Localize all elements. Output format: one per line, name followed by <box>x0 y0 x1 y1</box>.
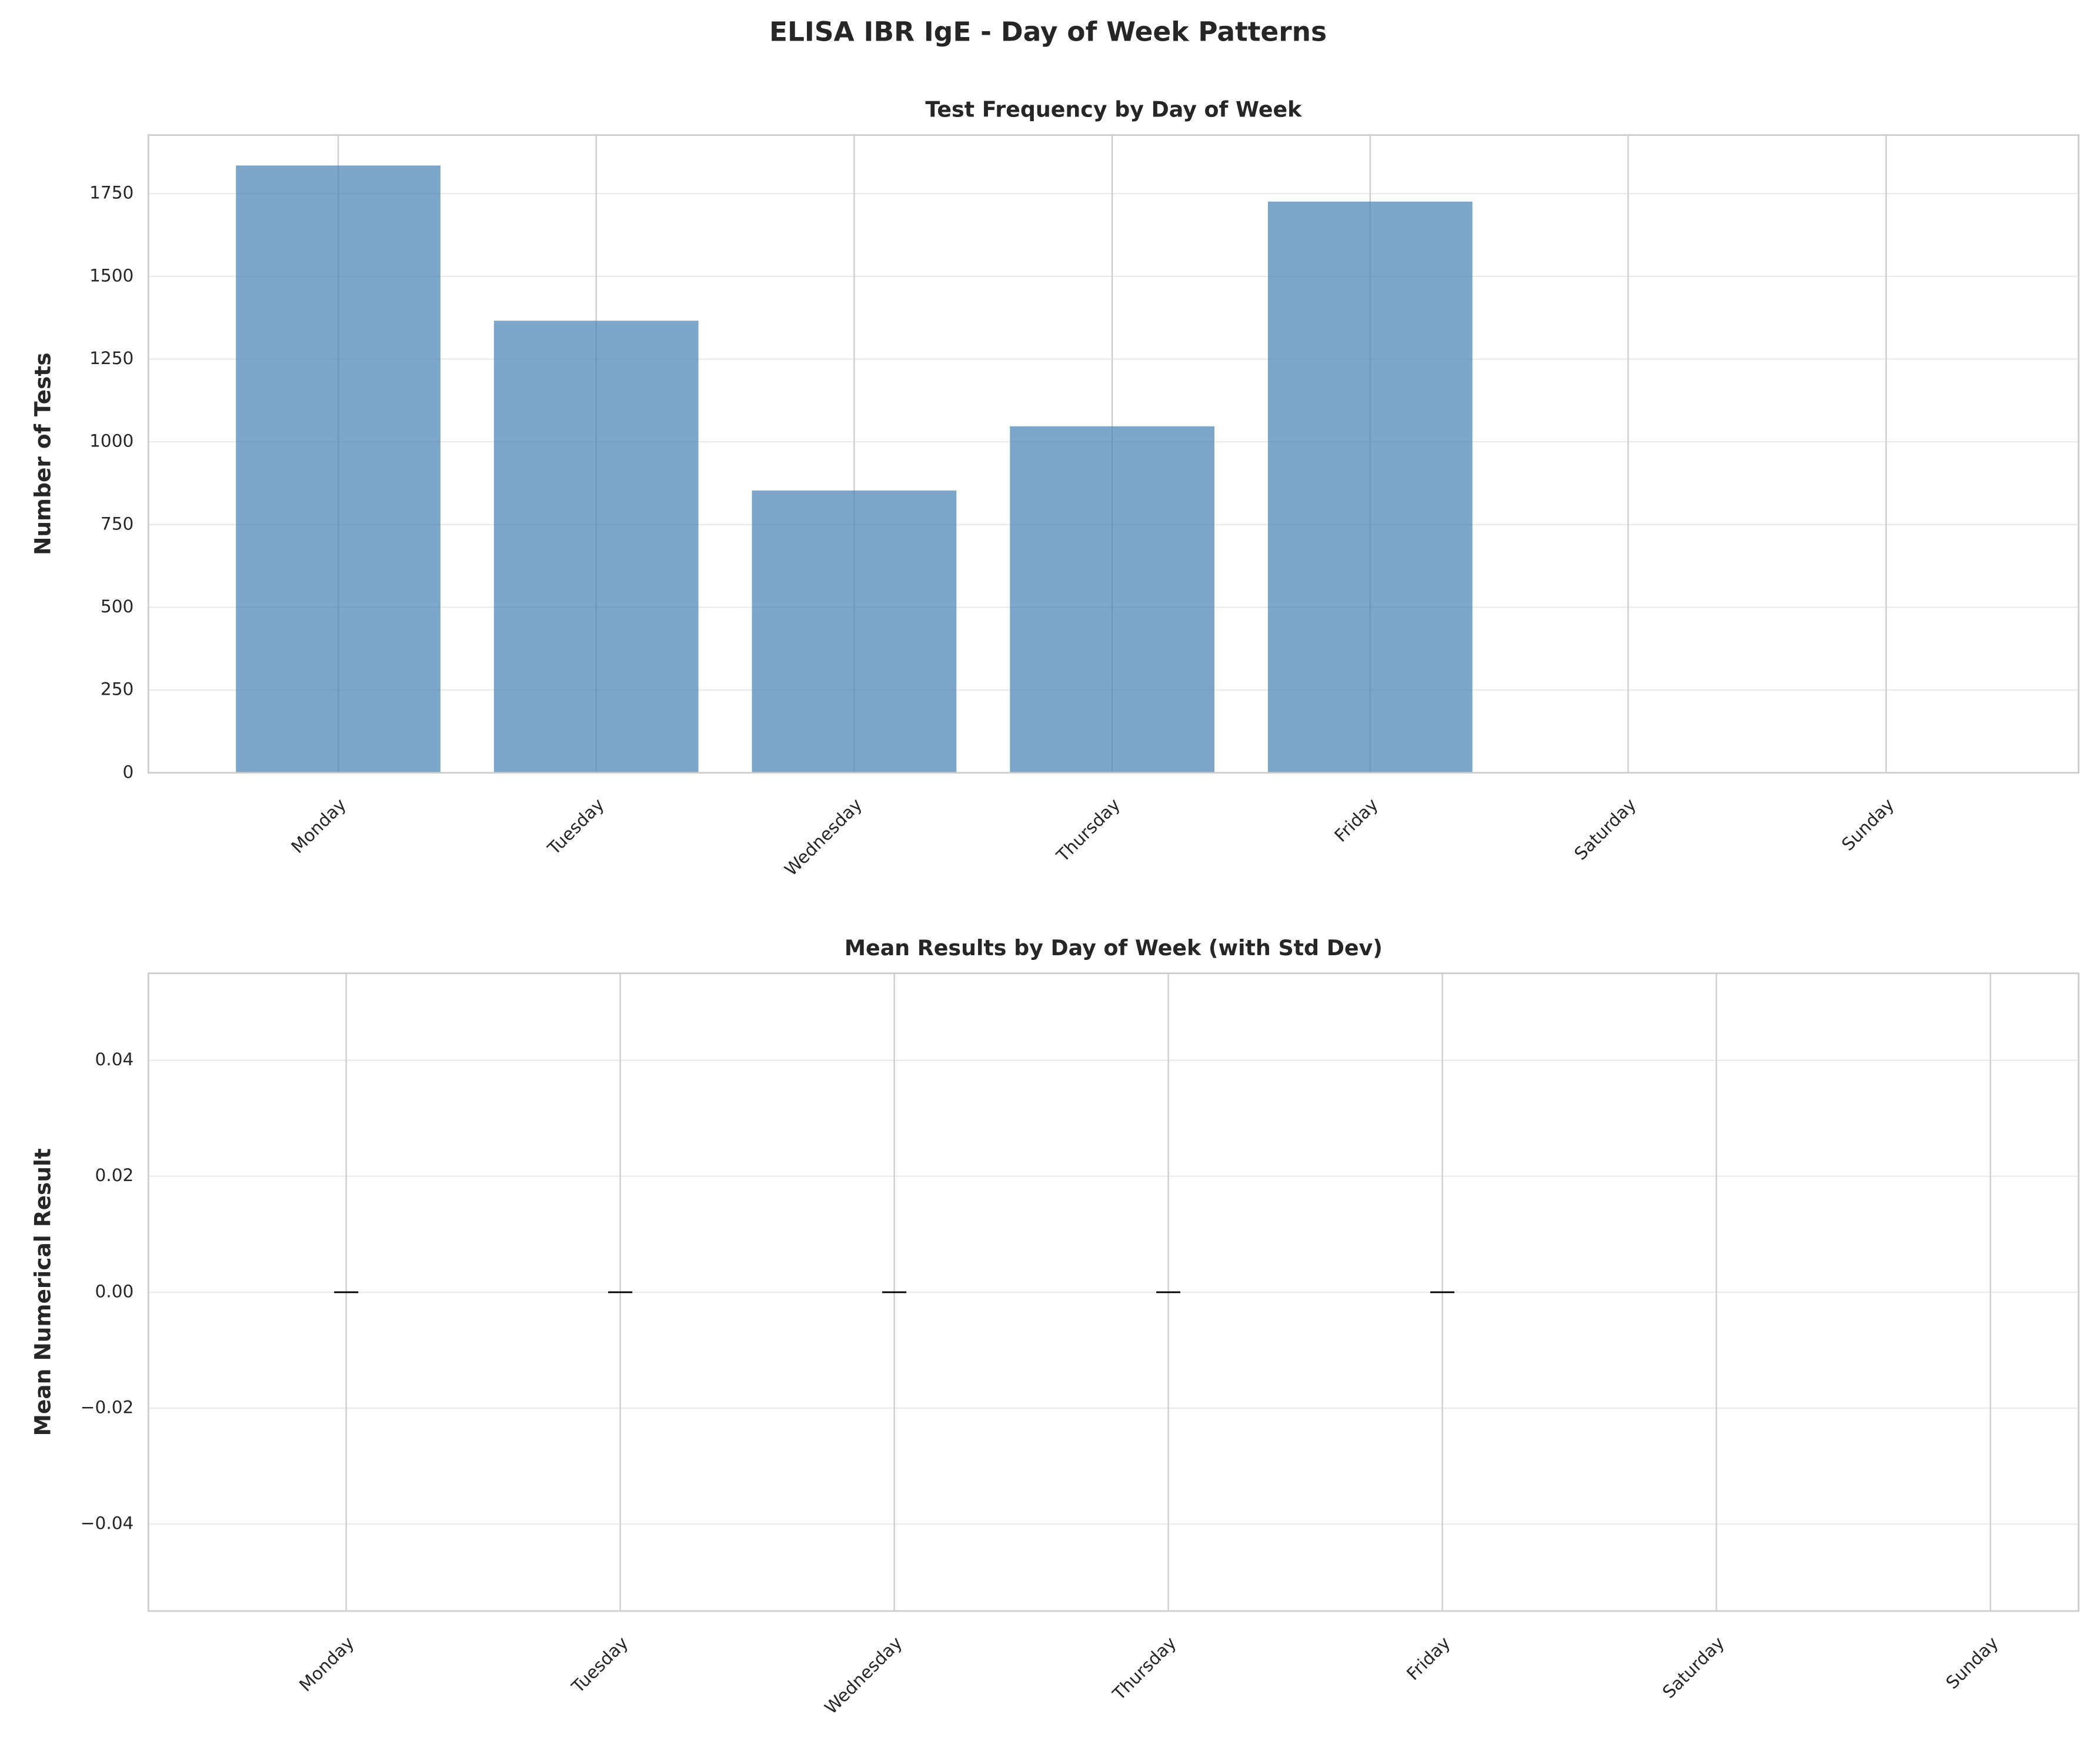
bar <box>493 321 699 773</box>
bar <box>1010 426 1214 773</box>
subplot-title: Test Frequency by Day of Week <box>925 97 1302 122</box>
y-axis-label: Mean Numerical Result <box>30 1148 56 1436</box>
y-tick-label: 250 <box>101 679 133 699</box>
bar <box>752 490 957 773</box>
axes-frame <box>147 972 2080 1612</box>
subplot: Test Frequency by Day of Week Number of T… <box>30 97 2080 880</box>
y-tick-label: 0.02 <box>95 1165 134 1185</box>
y-tick-label: 1500 <box>89 265 133 285</box>
y-tick-label: 1750 <box>89 183 133 203</box>
y-tick-label: 0.04 <box>95 1049 134 1069</box>
subplot-title: Mean Results by Day of Week (with Std De… <box>845 935 1383 961</box>
figure-title: ELISA IBR IgE - Day of Week Patterns <box>769 16 1327 47</box>
y-tick-label: 1250 <box>89 348 133 368</box>
y-tick-label: 0.00 <box>95 1281 134 1301</box>
y-tick-label: 500 <box>101 596 133 616</box>
y-axis-label: Number of Tests <box>30 352 56 555</box>
y-tick-label: −0.04 <box>81 1513 134 1533</box>
y-tick-label: −0.02 <box>81 1397 134 1417</box>
y-tick-label: 750 <box>101 513 133 533</box>
bar <box>236 165 440 773</box>
bar <box>1267 201 1473 773</box>
y-tick-label: 1000 <box>89 431 133 451</box>
y-tick-label: 0 <box>122 762 133 782</box>
axes-frame <box>147 134 2080 774</box>
